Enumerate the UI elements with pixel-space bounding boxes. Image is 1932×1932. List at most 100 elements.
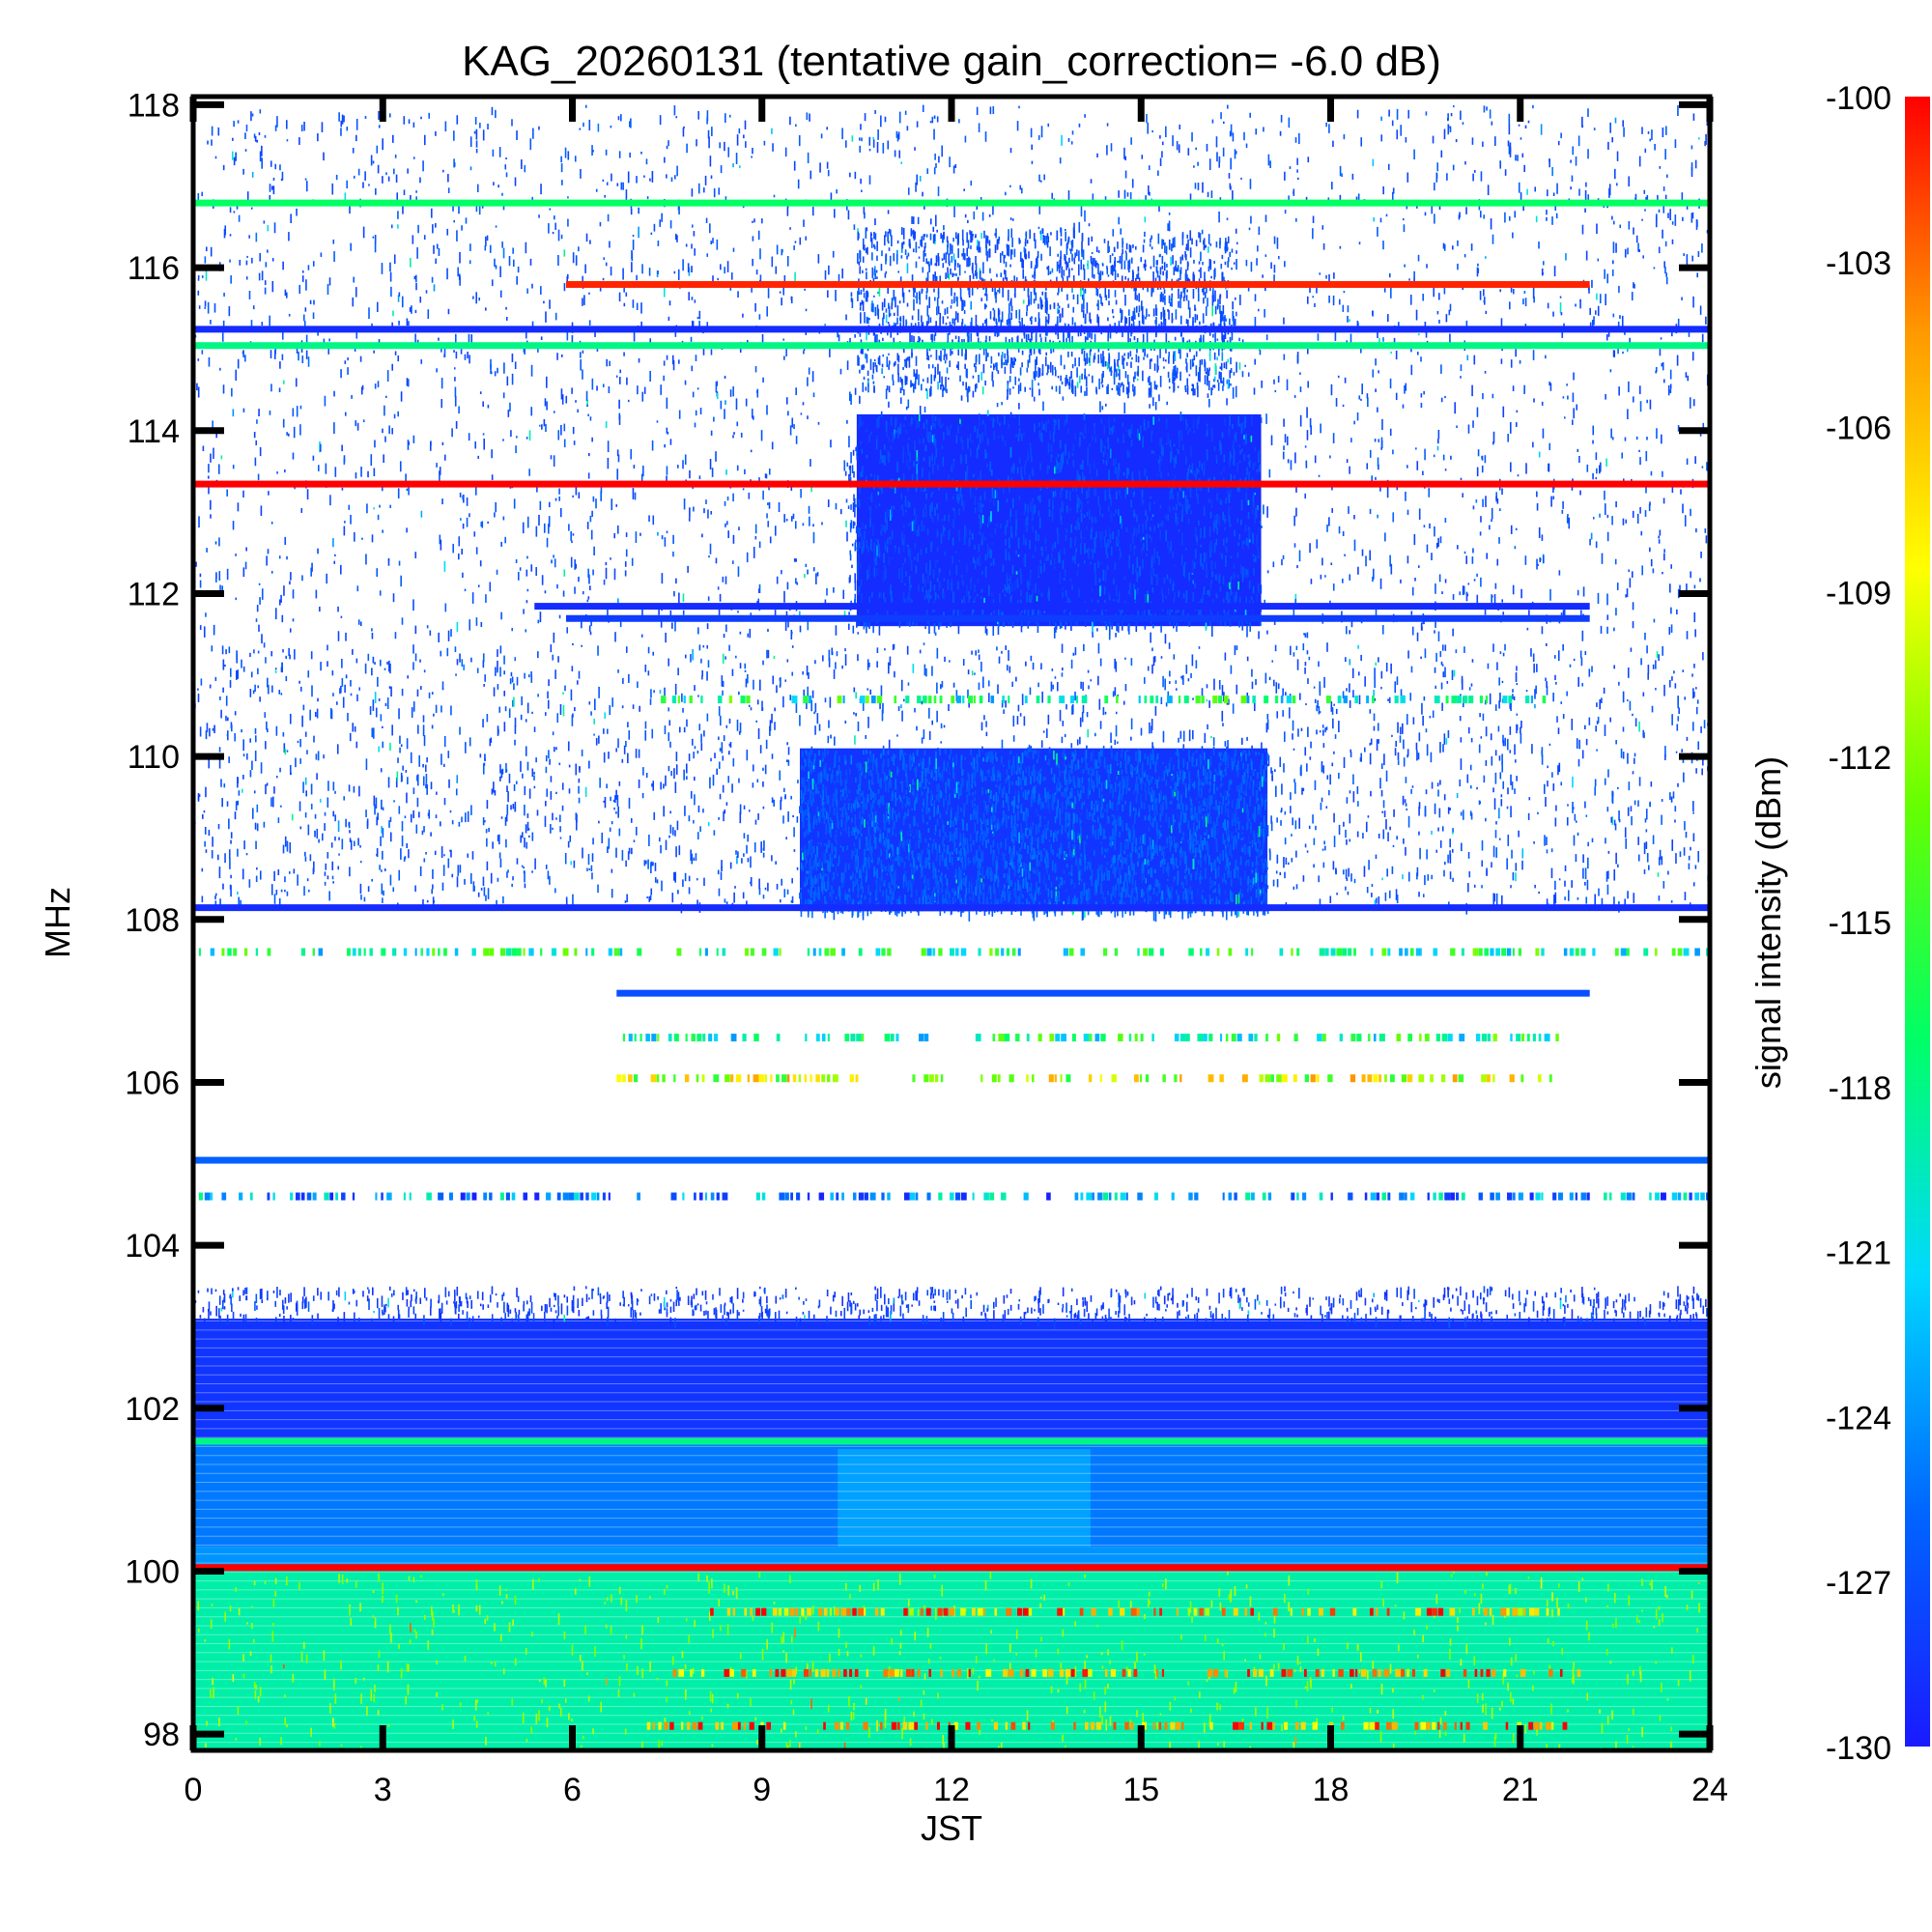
scatter-mark: [1597, 258, 1600, 262]
scatter-mark: [1269, 160, 1271, 168]
scatter-mark: [1285, 857, 1288, 865]
scatter-mark: [845, 778, 848, 783]
scatter-mark: [1570, 159, 1572, 163]
scatter-mark: [901, 379, 903, 391]
scatter-mark: [1209, 885, 1211, 890]
scatter-mark: [1425, 789, 1428, 795]
scatter-mark: [1064, 548, 1065, 555]
scatter-mark: [1518, 182, 1520, 193]
scatter-mark: [304, 178, 307, 181]
scatter-mark: [744, 469, 746, 474]
scatter-mark: [1035, 264, 1037, 270]
scatter-mark: [389, 832, 392, 842]
scatter-mark: [623, 302, 626, 307]
scatter-mark: [199, 625, 202, 631]
scatter-mark: [625, 189, 628, 201]
scatter-mark: [855, 526, 858, 534]
scatter-mark: [469, 513, 470, 518]
scatter-mark: [587, 568, 589, 579]
scatter-mark: [1705, 316, 1707, 325]
scatter-mark: [881, 876, 884, 886]
scatter-mark: [928, 730, 931, 740]
scatter-mark: [783, 514, 785, 523]
scatter-mark: [229, 680, 232, 688]
scatter-mark: [1453, 669, 1456, 677]
scatter-mark: [554, 669, 556, 679]
scatter-mark: [1346, 340, 1349, 343]
scatter-mark: [769, 720, 772, 731]
scatter-mark: [208, 830, 211, 837]
scatter-mark: [1241, 540, 1244, 550]
scatter-mark: [827, 499, 830, 507]
scatter-mark: [429, 441, 432, 451]
scatter-mark: [1350, 873, 1352, 882]
scatter-mark: [1624, 248, 1627, 258]
scatter-mark: [873, 542, 876, 553]
scatter-mark: [1706, 462, 1708, 471]
scatter-mark: [377, 812, 379, 820]
scatter-mark: [1588, 668, 1591, 677]
scatter-mark: [971, 670, 974, 676]
scatter-mark: [1630, 806, 1633, 812]
scatter-mark: [1483, 214, 1486, 219]
scatter-mark: [1576, 404, 1578, 411]
scatter-mark: [719, 142, 722, 149]
scatter-mark: [698, 310, 701, 320]
scatter-mark: [1515, 155, 1517, 161]
scatter-mark: [763, 140, 766, 146]
scatter-mark: [916, 469, 919, 482]
scatter-mark: [1476, 467, 1479, 477]
scatter-mark: [1381, 418, 1383, 431]
scatter-mark: [1051, 192, 1054, 199]
scatter-mark: [422, 160, 424, 172]
scatter-mark: [1276, 237, 1279, 249]
scatter-mark: [469, 619, 471, 631]
scatter-mark: [311, 562, 313, 572]
scatter-mark: [353, 175, 355, 179]
scatter-mark: [428, 692, 431, 698]
scatter-mark: [1502, 652, 1505, 657]
scatter-mark: [556, 713, 559, 724]
scatter-mark: [805, 563, 808, 568]
scatter-mark: [700, 743, 703, 751]
scatter-mark: [1406, 509, 1409, 515]
scatter-mark: [1486, 867, 1488, 876]
scatter-mark: [382, 138, 384, 151]
scatter-mark: [568, 524, 570, 531]
scatter-mark: [793, 160, 796, 171]
scatter-mark: [407, 168, 409, 174]
scatter-mark: [931, 541, 933, 548]
scatter-mark: [690, 790, 693, 799]
scatter-mark: [1494, 582, 1497, 589]
scatter-mark: [1023, 716, 1026, 726]
scatter-mark: [430, 208, 433, 218]
scatter-mark: [1516, 713, 1519, 716]
scatter-mark: [425, 773, 428, 784]
scatter-mark: [1611, 136, 1613, 143]
scatter-mark: [1332, 718, 1334, 729]
scatter-mark: [1680, 489, 1682, 495]
scatter-mark: [433, 284, 436, 292]
scatter-mark: [587, 596, 590, 600]
scatter-mark: [940, 684, 942, 690]
scatter-mark: [1398, 322, 1400, 328]
scatter-mark: [1161, 151, 1163, 158]
scatter-mark: [1407, 109, 1410, 119]
scatter-mark: [1218, 160, 1221, 168]
scatter-mark: [507, 410, 510, 417]
scatter-mark: [630, 817, 633, 823]
scatter-mark: [567, 741, 570, 752]
scatter-mark: [1251, 681, 1254, 690]
scatter-mark: [238, 214, 241, 222]
scatter-mark: [441, 498, 443, 505]
scatter-mark: [1389, 554, 1391, 567]
scatter-mark: [256, 867, 258, 870]
scatter-mark: [1277, 376, 1280, 383]
scatter-mark: [795, 558, 797, 562]
scatter-mark: [1405, 136, 1407, 143]
scatter-mark: [1318, 661, 1320, 668]
scatter-mark: [1349, 838, 1351, 842]
scatter-mark: [791, 645, 794, 648]
scatter-mark: [1483, 299, 1486, 303]
scatter-mark: [1369, 753, 1372, 765]
